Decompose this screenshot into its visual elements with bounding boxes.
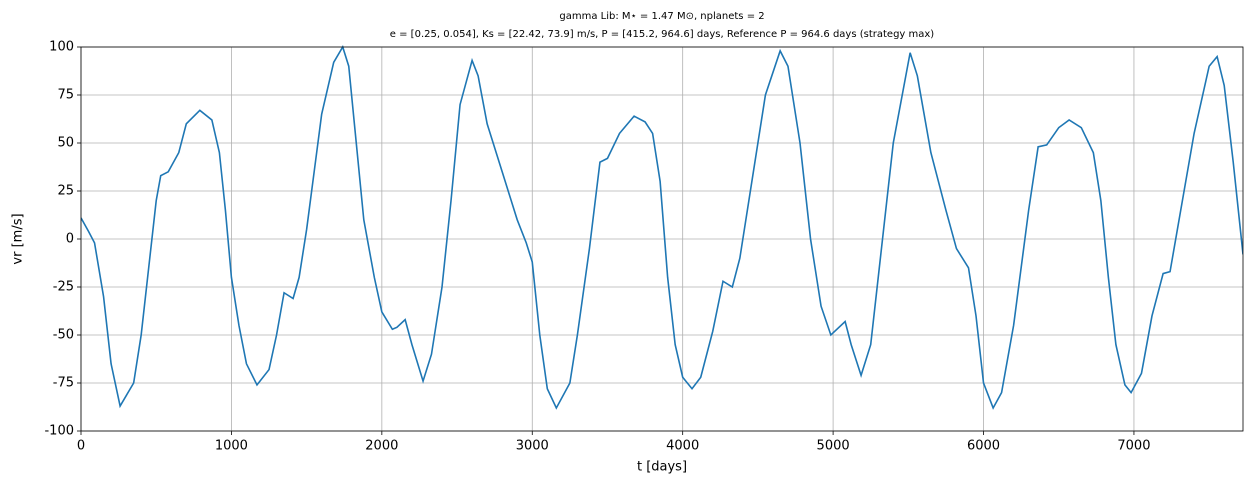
x-axis-label: t [days] [637, 460, 687, 475]
x-tick-label: 6000 [967, 439, 1000, 454]
y-tick-label: -50 [53, 328, 74, 343]
chart-title: gamma Lib: M⋆ = 1.47 M⊙, nplanets = 2 [559, 11, 764, 22]
y-tick-label: 0 [66, 232, 74, 247]
x-tick-label: 2000 [365, 439, 398, 454]
chart-subtitle: e = [0.25, 0.054], Ks = [22.42, 73.9] m/… [390, 29, 935, 40]
line-series [81, 45, 1243, 410]
plot-frame [80, 46, 1244, 432]
x-tick-label: 4000 [666, 439, 699, 454]
y-tick-label: 100 [49, 40, 74, 55]
x-tick-label: 3000 [516, 439, 549, 454]
y-tick-label: -25 [53, 280, 74, 295]
y-tick-label: 50 [57, 136, 74, 151]
y-axis-label: vr [m/s] [11, 213, 26, 264]
x-tick-label: 1000 [215, 439, 248, 454]
y-tick-label: -75 [53, 376, 74, 391]
x-tick-label: 0 [77, 439, 85, 454]
x-tick-label: 5000 [817, 439, 850, 454]
y-tick-label: -100 [44, 424, 74, 439]
x-tick-label: 7000 [1117, 439, 1150, 454]
y-tick-label: 25 [57, 184, 74, 199]
y-tick-label: 75 [57, 88, 74, 103]
